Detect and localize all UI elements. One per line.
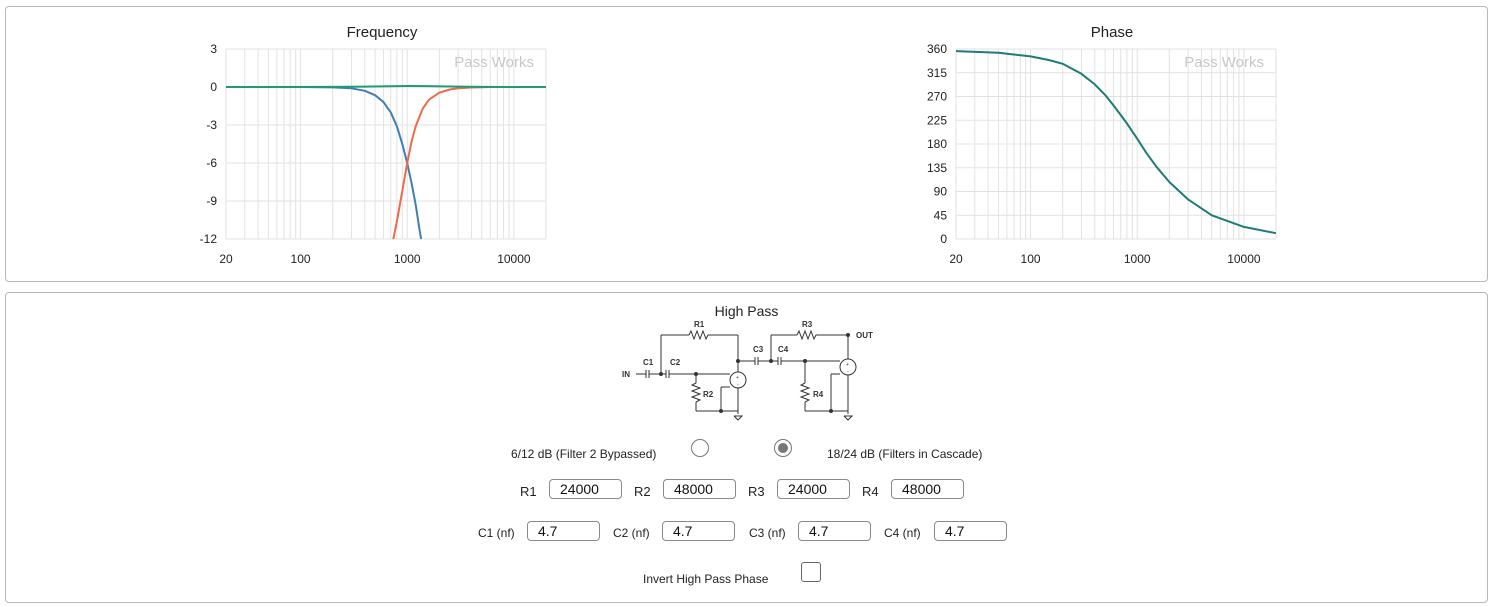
c3-input[interactable]: 4.7 [798, 521, 871, 541]
freq-x-tick-label: 20 [219, 252, 233, 266]
r2-label: R2 [634, 484, 651, 499]
phase-y-tick-label: 90 [934, 185, 948, 199]
freq-y-tick-label: -3 [206, 118, 217, 132]
freq-y-tick-label: 3 [210, 42, 217, 56]
phase-chart: Phase Pass Works 360 315 270 225 180 135 90 45 0… [927, 24, 1277, 266]
phase-y-tick-label: 360 [927, 42, 947, 56]
frequency-chart: Frequency Pass Works 3 0 -3 -6 -9 -12 20 100 10… [200, 24, 547, 266]
freq-x-tick-label: 100 [291, 252, 311, 266]
schematic-c1-label: C1 [643, 358, 654, 367]
schematic-r1-label: R1 [694, 320, 705, 329]
freq-y-tick-label: -12 [200, 232, 218, 246]
c1-label: C1 (nf) [478, 526, 515, 540]
mode-bypass-radio[interactable] [691, 439, 709, 457]
phase-y-tick-label: 315 [927, 66, 947, 80]
schematic-r2-label: R2 [703, 390, 714, 399]
c2-label: C2 (nf) [613, 526, 650, 540]
schematic-out-label: OUT [856, 331, 873, 340]
r3-label: R3 [748, 484, 765, 499]
freq-y-tick-label: -9 [206, 194, 217, 208]
filter-panel: High Pass IN C1 C2 R1 R2 + - [5, 292, 1488, 603]
freq-x-tick-label: 10000 [497, 252, 531, 266]
r3-input[interactable]: 24000 [777, 479, 850, 499]
phase-x-tick-label: 100 [1021, 252, 1041, 266]
schematic-in-label: IN [622, 370, 630, 379]
freq-y-tick-label: 0 [210, 80, 217, 94]
r2-input[interactable]: 48000 [663, 479, 736, 499]
frequency-watermark: Pass Works [454, 54, 534, 71]
schematic-opamp2-minus: - [847, 369, 849, 375]
c2-input[interactable]: 4.7 [662, 521, 735, 541]
phase-x-tick-label: 1000 [1124, 252, 1151, 266]
phase-chart-title: Phase [1091, 24, 1134, 41]
c4-label: C4 (nf) [884, 526, 921, 540]
phase-y-tick-label: 45 [934, 208, 948, 222]
schematic-opamp1-plus: + [736, 375, 739, 381]
mode-bypass-label: 6/12 dB (Filter 2 Bypassed) [511, 447, 657, 461]
phase-y-tick-label: 180 [927, 137, 947, 151]
high-pass-schematic: IN C1 C2 R1 R2 + - [622, 320, 873, 421]
schematic-opamp1-minus: - [737, 382, 739, 388]
filter-title: High Pass [714, 303, 779, 319]
invert-phase-label: Invert High Pass Phase [643, 572, 769, 586]
schematic-opamp2-plus: + [846, 362, 849, 368]
r1-input[interactable]: 24000 [549, 479, 622, 499]
mode-cascade-label: 18/24 dB (Filters in Cascade) [827, 447, 983, 461]
c4-input[interactable]: 4.7 [934, 521, 1007, 541]
schematic-c2-label: C2 [670, 358, 681, 367]
phase-series-line-0 [955, 50, 1277, 235]
invert-phase-checkbox[interactable] [801, 562, 821, 582]
schematic-r4-label: R4 [813, 390, 824, 399]
c3-label: C3 (nf) [749, 526, 786, 540]
phase-y-tick-label: 0 [940, 232, 947, 246]
r1-label: R1 [520, 484, 537, 499]
phase-x-tick-label: 10000 [1227, 252, 1261, 266]
schematic-r3-label: R3 [802, 320, 813, 329]
c1-input[interactable]: 4.7 [527, 521, 600, 541]
mode-cascade-radio[interactable] [774, 439, 792, 457]
freq-y-tick-label: -6 [206, 156, 217, 170]
frequency-chart-title: Frequency [347, 24, 418, 41]
freq-x-tick-label: 1000 [394, 252, 421, 266]
r4-input[interactable]: 48000 [891, 479, 964, 499]
r4-label: R4 [862, 484, 879, 499]
phase-y-tick-label: 225 [927, 113, 947, 127]
charts-panel: Frequency Pass Works 3 0 -3 -6 -9 -12 20 100 10… [5, 6, 1488, 282]
schematic-c3-label: C3 [753, 345, 764, 354]
phase-watermark: Pass Works [1184, 54, 1264, 71]
phase-x-tick-label: 20 [949, 252, 963, 266]
phase-y-tick-label: 270 [927, 90, 947, 104]
schematic-c4-label: C4 [778, 345, 789, 354]
freq-series-line-2 [225, 85, 547, 88]
phase-y-tick-label: 135 [927, 161, 947, 175]
